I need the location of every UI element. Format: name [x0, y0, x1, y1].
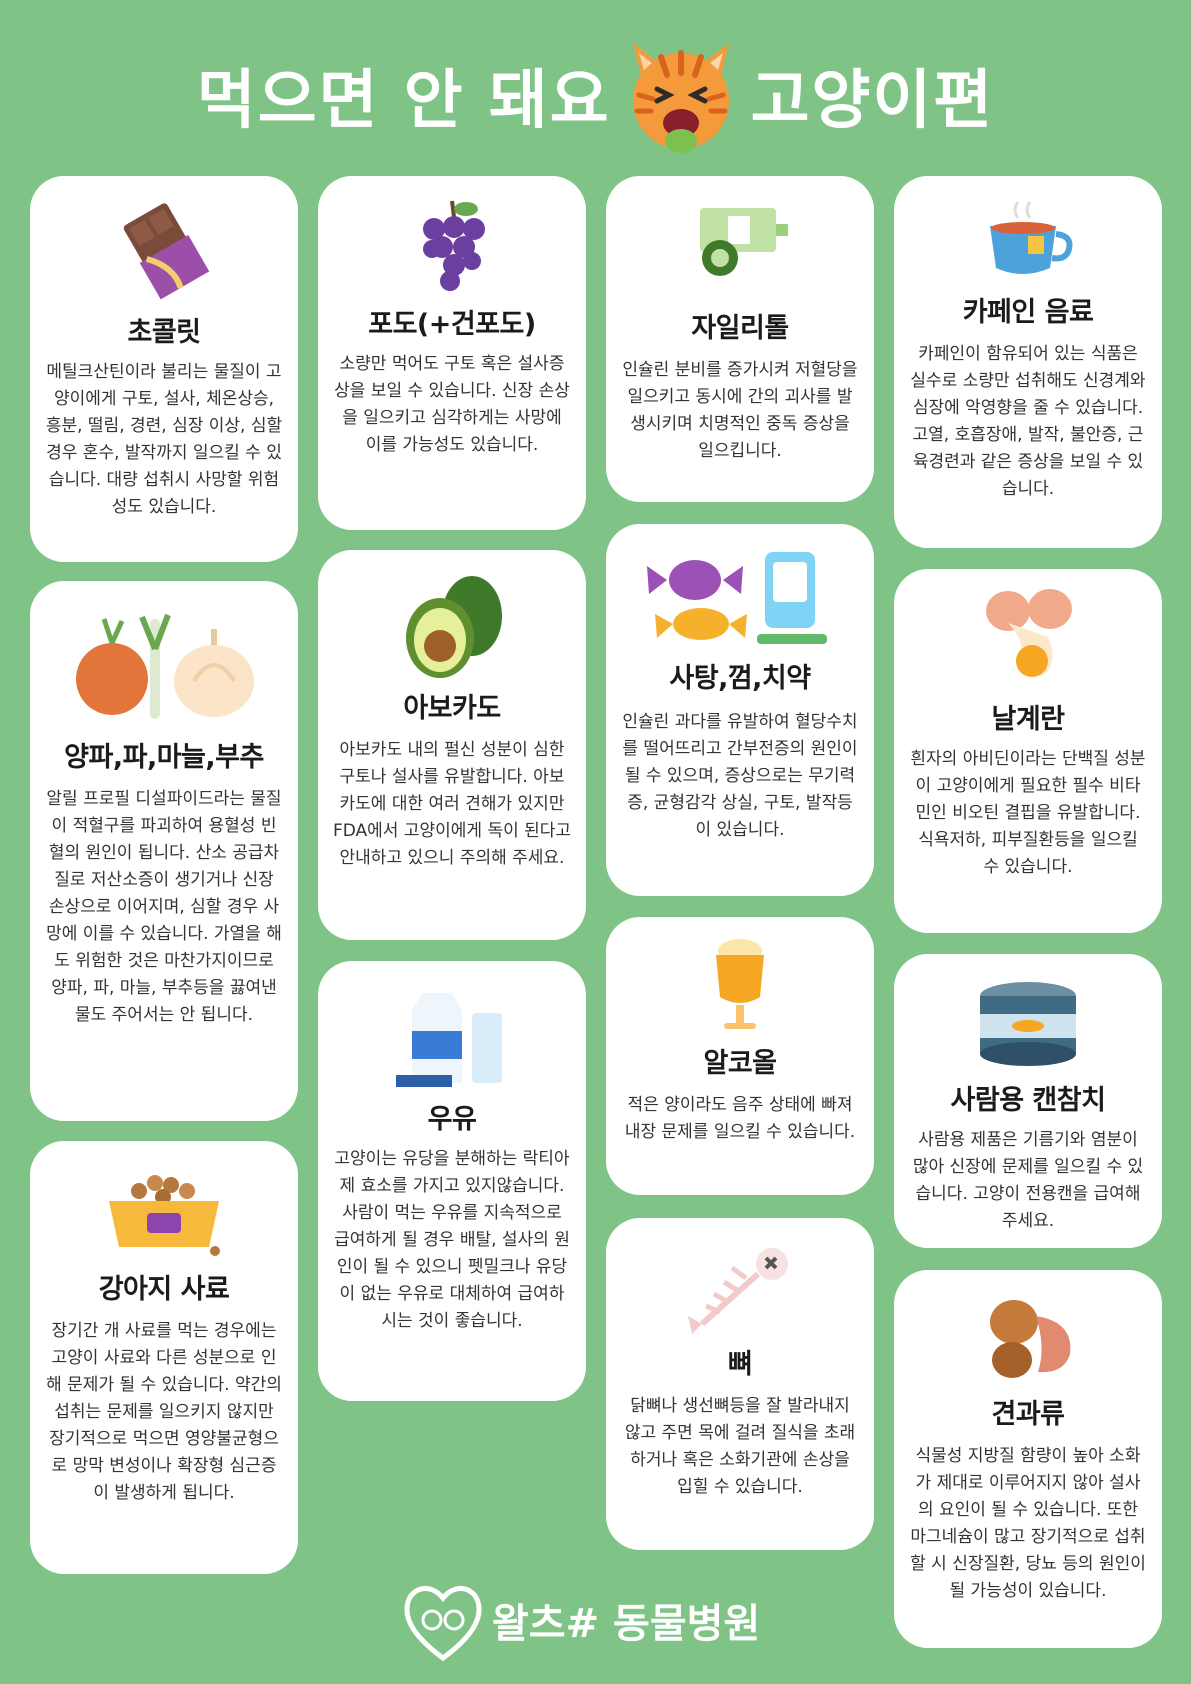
- card-description: 아보카도 내의 펄신 성분이 심한 구토나 설사를 유발합니다. 아보카도에 대…: [332, 740, 572, 868]
- nuts-icon: [990, 1300, 1071, 1378]
- raw-egg-icon: [986, 589, 1072, 677]
- card-description: 메틸크산틴이라 불리는 물질이 고양이에게 구토, 설사, 체온상승, 흥분, …: [45, 362, 283, 517]
- card-title: 사람용 캔참치: [950, 1085, 1106, 1116]
- tuna-can-icon: [980, 982, 1076, 1066]
- card-title: 카페인 음료: [962, 297, 1094, 328]
- card-title: 알코올: [703, 1048, 777, 1079]
- card-description: 사람용 제품은 기름기와 염분이 많아 신장에 문제를 일으킬 수 있습니다. …: [912, 1130, 1144, 1231]
- card-dogfood: 강아지 사료 장기간 개 사료를 먹는 경우에는 고양이 사료와 다른 성분으로…: [30, 1141, 298, 1574]
- card-egg: 날계란 흰자의 아비딘이라는 단백질 성분이 고양이에게 필요한 필수 비타민인…: [894, 569, 1162, 933]
- xylitol-gum-icon: [700, 208, 788, 276]
- card-description: 알릴 프로필 디설파이드라는 물질이 적혈구를 파괴하여 용혈성 빈혈의 원인이…: [46, 789, 282, 1025]
- card-title: 뼈: [727, 1349, 753, 1380]
- beer-glass-icon: [716, 939, 764, 1029]
- dog-food-bowl-icon: [109, 1175, 220, 1256]
- onion-garlic-icon: [76, 613, 254, 719]
- card-title: 강아지 사료: [98, 1274, 230, 1305]
- card-caffeine: 카페인 음료 카페인이 함유되어 있는 식품은 실수로 소량만 섭취해도 신경계…: [894, 176, 1162, 548]
- card-avocado: 아보카도 아보카도 내의 펄신 성분이 심한 구토나 설사를 유발합니다. 아보…: [318, 550, 586, 940]
- card-bone: 뼈 닭뼈나 생선뼈등을 잘 발라내지 않고 주면 목에 걸려 질식을 초래하거나…: [606, 1218, 874, 1550]
- card-title: 초콜릿: [127, 317, 201, 348]
- card-description: 고양이는 유당을 분해하는 락티아제 효소를 가지고 있지않습니다. 사람이 먹…: [334, 1149, 570, 1331]
- card-title: 우유: [427, 1104, 477, 1135]
- milk-icon: [396, 993, 502, 1087]
- card-milk: 우유 고양이는 유당을 분해하는 락티아제 효소를 가지고 있지않습니다. 사람…: [318, 961, 586, 1401]
- fish-bone-icon: [688, 1248, 788, 1334]
- card-description: 흰자의 아비딘이라는 단백질 성분이 고양이에게 필요한 필수 비타민인 비오틴…: [910, 749, 1146, 877]
- card-onion: 양파,파,마늘,부추 알릴 프로필 디설파이드라는 물질이 적혈구를 파괴하여 …: [30, 581, 298, 1121]
- card-description: 적은 양이라도 음주 상태에 빠져 내장 문제를 일으킬 수 있습니다.: [624, 1095, 856, 1142]
- avocado-icon: [406, 576, 502, 678]
- card-title: 아보카도: [403, 693, 501, 724]
- title-right: 고양이편: [750, 64, 995, 138]
- candy-toothpaste-icon: [647, 552, 827, 644]
- card-grape: 포도(+건포도) 소량만 먹어도 구토 혹은 설사증상을 보일 수 있습니다. …: [318, 176, 586, 530]
- footer-brand: 왈츠# 동물병원: [400, 1570, 760, 1670]
- card-title: 자일리톨: [691, 313, 789, 344]
- card-description: 인슐린 과다를 유발하여 혈당수치를 떨어뜨리고 간부전증의 원인이 될 수 있…: [622, 712, 858, 840]
- card-tuna: 사람용 캔참치 사람용 제품은 기름기와 염분이 많아 신장에 문제를 일으킬 …: [894, 954, 1162, 1248]
- card-description: 장기간 개 사료를 먹는 경우에는 고양이 사료와 다른 성분으로 인해 문제가…: [46, 1321, 282, 1503]
- chocolate-icon: [123, 203, 210, 300]
- card-title: 양파,파,마늘,부추: [64, 742, 264, 773]
- card-title: 견과류: [991, 1399, 1065, 1430]
- tea-cup-icon: [990, 201, 1073, 274]
- card-alcohol: 알코올 적은 양이라도 음주 상태에 빠져 내장 문제를 일으킬 수 있습니다.: [606, 917, 874, 1195]
- card-nuts: 견과류 식물성 지방질 함량이 높아 소화가 제대로 이루어지지 않아 설사의 …: [894, 1270, 1162, 1648]
- heart-paw-logo-icon: [404, 1586, 482, 1662]
- card-candy: 사탕,껌,치약 인슐린 과다를 유발하여 혈당수치를 떨어뜨리고 간부전증의 원…: [606, 524, 874, 896]
- card-description: 식물성 지방질 함량이 높아 소화가 제대로 이루어지지 않아 설사의 요인이 …: [910, 1446, 1146, 1601]
- card-title: 포도(+건포도): [368, 309, 536, 340]
- card-title: 날계란: [991, 704, 1065, 735]
- grape-icon: [423, 200, 485, 291]
- card-chocolate: 초콜릿 메틸크산틴이라 불리는 물질이 고양이에게 구토, 설사, 체온상승, …: [30, 176, 298, 562]
- brand-name: 왈츠# 동물병원: [492, 1601, 761, 1647]
- page-title: 먹으면 안 돼요 고양이편: [0, 30, 1191, 160]
- card-description: 닭뼈나 생선뼈등을 잘 발라내지 않고 주면 목에 걸려 질식을 초래하거나 혹…: [624, 1396, 856, 1497]
- card-description: 소량만 먹어도 구토 혹은 설사증상을 보일 수 있습니다. 신장 손상을 일으…: [334, 354, 570, 455]
- title-left: 먹으면 안 돼요: [196, 64, 611, 138]
- card-description: 카페인이 함유되어 있는 식품은 실수로 소량만 섭취해도 신경계와 심장에 악…: [910, 344, 1146, 499]
- cat-face-icon: [632, 43, 729, 153]
- card-title: 사탕,껌,치약: [669, 663, 811, 694]
- card-xylitol: 자일리톨 인슐린 분비를 증가시켜 저혈당을 일으키고 동시에 간의 괴사를 발…: [606, 176, 874, 502]
- card-description: 인슐린 분비를 증가시켜 저혈당을 일으키고 동시에 간의 괴사를 발생시키며 …: [622, 360, 858, 461]
